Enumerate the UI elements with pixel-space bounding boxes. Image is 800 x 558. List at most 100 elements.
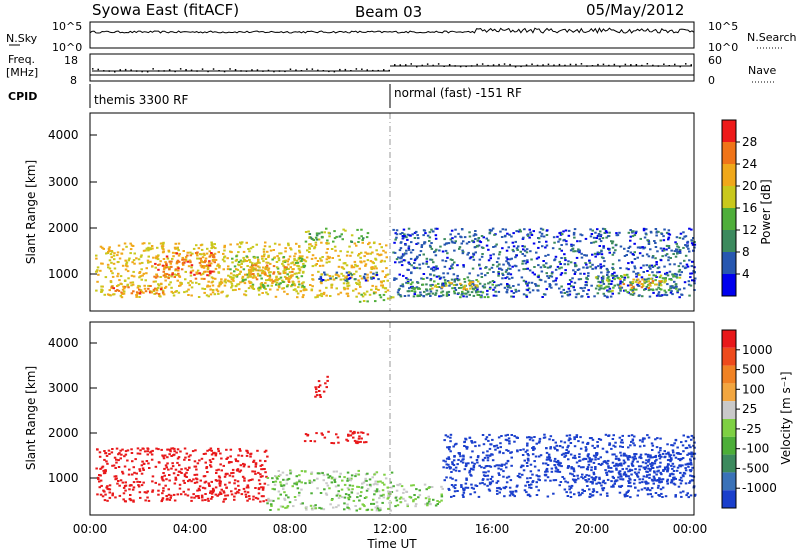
data-cell <box>106 499 109 502</box>
data-cell <box>533 465 537 468</box>
nave-dot <box>652 64 654 67</box>
data-cell <box>146 496 149 499</box>
data-cell <box>624 473 628 476</box>
data-cell <box>472 468 475 471</box>
data-cell <box>605 231 609 234</box>
data-cell <box>443 479 446 482</box>
data-cell <box>628 469 632 472</box>
data-cell <box>423 483 427 486</box>
data-cell <box>183 458 186 461</box>
data-cell <box>123 287 126 290</box>
data-cell <box>497 284 500 287</box>
data-cell <box>269 509 272 511</box>
data-cell <box>611 266 614 269</box>
data-cell <box>240 454 244 457</box>
data-cell <box>468 282 471 285</box>
data-cell <box>650 264 653 267</box>
data-cell <box>425 488 428 491</box>
velocity-colorbar-swatch <box>722 330 736 348</box>
data-cell <box>407 247 410 250</box>
data-cell <box>314 504 317 507</box>
data-cell <box>109 281 113 284</box>
data-cell <box>451 259 454 261</box>
data-cell <box>305 256 309 259</box>
data-cell <box>262 260 265 263</box>
data-cell <box>530 483 533 486</box>
data-cell <box>337 254 340 257</box>
data-cell <box>655 294 659 297</box>
data-cell <box>152 280 156 283</box>
nave-dot <box>668 65 670 67</box>
data-cell <box>326 273 329 276</box>
data-cell <box>535 494 539 496</box>
data-cell <box>537 274 540 277</box>
data-cell <box>451 237 454 240</box>
data-cell <box>641 283 645 286</box>
data-cell <box>129 242 132 245</box>
nave-dot <box>328 70 330 73</box>
data-cell <box>176 493 179 496</box>
data-cell <box>686 265 690 268</box>
data-cell <box>129 248 133 251</box>
data-cell <box>375 501 379 504</box>
data-cell <box>103 293 106 296</box>
data-cell <box>631 293 635 296</box>
data-cell <box>274 475 277 477</box>
data-cell <box>594 456 597 459</box>
data-cell <box>690 463 693 466</box>
data-cell <box>240 260 244 263</box>
data-cell <box>260 464 264 467</box>
data-cell <box>660 280 664 282</box>
data-cell <box>278 243 281 246</box>
data-cell <box>572 250 575 253</box>
data-cell <box>690 272 694 275</box>
data-cell <box>350 477 353 480</box>
data-cell <box>379 480 382 483</box>
data-cell <box>649 281 653 284</box>
data-cell <box>321 472 324 475</box>
data-cell <box>117 459 120 462</box>
data-cell <box>664 495 668 498</box>
data-cell <box>308 251 311 253</box>
data-cell <box>132 481 136 484</box>
data-cell <box>413 293 416 296</box>
data-cell <box>206 274 209 277</box>
data-cell <box>263 272 267 275</box>
data-cell <box>684 235 688 238</box>
data-cell <box>686 240 690 243</box>
data-cell <box>617 292 621 295</box>
data-cell <box>121 292 124 295</box>
nave-dot <box>399 64 401 66</box>
data-cell <box>149 451 152 454</box>
data-cell <box>346 479 349 482</box>
data-cell <box>336 274 340 277</box>
power-plot-bg <box>90 113 694 311</box>
data-cell <box>615 468 618 471</box>
power-colorbar-tick: 28 <box>742 135 757 149</box>
data-cell <box>422 234 425 237</box>
nave-dot <box>201 68 204 70</box>
data-cell <box>132 270 135 273</box>
data-cell <box>651 456 654 459</box>
data-cell <box>300 488 303 491</box>
data-cell <box>372 267 376 270</box>
data-cell <box>627 489 630 492</box>
data-cell <box>163 266 166 269</box>
data-cell <box>292 268 295 271</box>
data-cell <box>579 240 582 243</box>
data-cell <box>418 494 422 497</box>
data-cell <box>527 287 531 290</box>
data-cell <box>672 478 675 481</box>
data-cell <box>454 479 458 482</box>
data-cell <box>677 485 681 488</box>
data-cell <box>164 464 168 467</box>
data-cell <box>591 481 594 484</box>
data-cell <box>192 478 195 481</box>
power-colorbar-tick: 20 <box>742 179 757 193</box>
data-cell <box>272 257 276 260</box>
data-cell <box>552 280 555 283</box>
data-cell <box>528 495 532 498</box>
data-cell <box>182 490 185 493</box>
data-cell <box>369 276 373 279</box>
data-cell <box>445 291 449 294</box>
